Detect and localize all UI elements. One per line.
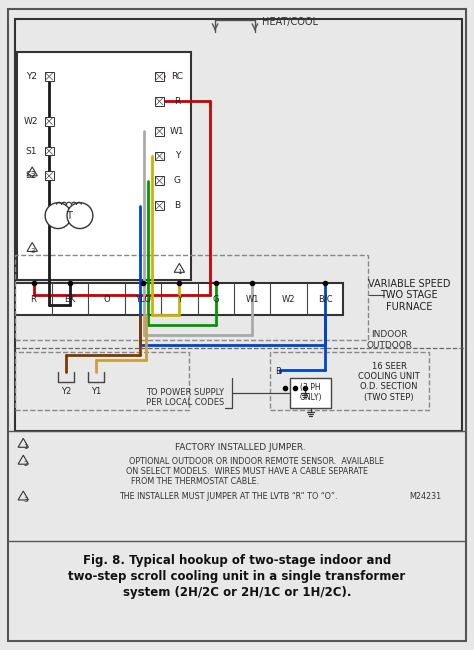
Text: FROM THE THERMOSTAT CABLE.: FROM THE THERMOSTAT CABLE. xyxy=(131,476,259,486)
Text: 1: 1 xyxy=(177,269,182,276)
Bar xyxy=(45,146,54,155)
Text: W1: W1 xyxy=(170,127,185,136)
Text: B: B xyxy=(275,367,281,376)
Text: ON SELECT MODELS.  WIRES MUST HAVE A CABLE SEPARATE: ON SELECT MODELS. WIRES MUST HAVE A CABL… xyxy=(126,467,368,476)
Text: system (2H/2C or 2H/1C or 1H/2C).: system (2H/2C or 2H/1C or 1H/2C). xyxy=(123,586,351,599)
Circle shape xyxy=(67,203,93,229)
Text: RC: RC xyxy=(172,72,183,81)
Bar xyxy=(155,72,164,81)
Text: 1: 1 xyxy=(23,445,27,450)
Text: Y1: Y1 xyxy=(91,387,101,396)
Text: INDOOR
OUTDOOR: INDOOR OUTDOOR xyxy=(366,330,412,350)
Text: two-step scroll cooling unit in a single transformer: two-step scroll cooling unit in a single… xyxy=(68,570,406,583)
Circle shape xyxy=(45,203,71,229)
Text: OPTIONAL OUTDOOR OR INDOOR REMOTE SENSOR.  AVAILABLE: OPTIONAL OUTDOOR OR INDOOR REMOTE SENSOR… xyxy=(129,457,384,465)
Text: 3: 3 xyxy=(23,497,27,503)
Text: TO POWER SUPPLY
PER LOCAL CODES: TO POWER SUPPLY PER LOCAL CODES xyxy=(146,388,224,408)
Text: G: G xyxy=(212,294,219,304)
Bar xyxy=(15,283,343,315)
Text: 3: 3 xyxy=(30,248,35,254)
Text: HEAT/COOL: HEAT/COOL xyxy=(262,17,318,27)
Text: YLO: YLO xyxy=(135,294,151,304)
Text: Y: Y xyxy=(177,294,182,304)
Bar xyxy=(45,117,54,125)
Bar xyxy=(15,255,368,340)
Text: 2: 2 xyxy=(23,462,27,467)
Text: T: T xyxy=(66,211,72,220)
Text: O: O xyxy=(103,294,110,304)
Text: R: R xyxy=(31,294,36,304)
Bar xyxy=(15,19,462,432)
Text: R: R xyxy=(174,97,181,106)
Bar xyxy=(45,172,54,180)
Text: Y: Y xyxy=(174,151,180,161)
Bar xyxy=(155,176,164,185)
Text: Y2: Y2 xyxy=(26,72,36,81)
Text: M24231: M24231 xyxy=(409,493,441,502)
Text: W2: W2 xyxy=(282,294,295,304)
Text: B/C: B/C xyxy=(318,294,332,304)
Bar xyxy=(270,352,429,410)
Bar xyxy=(290,378,331,408)
Text: BK: BK xyxy=(64,294,76,304)
Text: S1: S1 xyxy=(26,146,37,155)
Bar xyxy=(17,51,191,280)
Text: FACTORY INSTALLED JUMPER.: FACTORY INSTALLED JUMPER. xyxy=(175,443,305,452)
Text: 16 SEER
COOLING UNIT
O.D. SECTION
(TWO STEP): 16 SEER COOLING UNIT O.D. SECTION (TWO S… xyxy=(358,361,420,402)
Text: 2: 2 xyxy=(30,173,35,179)
Bar xyxy=(155,97,164,106)
Text: Fig. 8. Typical hookup of two-stage indoor and: Fig. 8. Typical hookup of two-stage indo… xyxy=(83,554,391,567)
Bar xyxy=(45,72,54,81)
Bar xyxy=(15,352,189,410)
Text: THE INSTALLER MUST JUMPER AT THE LVTB “R” TO “O”.: THE INSTALLER MUST JUMPER AT THE LVTB “R… xyxy=(119,493,337,502)
Text: G: G xyxy=(174,176,181,185)
Text: S2: S2 xyxy=(26,172,37,181)
Bar xyxy=(155,127,164,136)
Text: VARIABLE SPEED
TWO STAGE
FURNACE: VARIABLE SPEED TWO STAGE FURNACE xyxy=(368,279,450,312)
Bar xyxy=(155,151,164,161)
Text: (3 PH
ONLY): (3 PH ONLY) xyxy=(299,383,322,402)
Text: W2: W2 xyxy=(24,117,38,125)
Text: B: B xyxy=(174,202,181,210)
Text: Y2: Y2 xyxy=(61,387,71,396)
Bar xyxy=(155,202,164,210)
Text: W1: W1 xyxy=(246,294,259,304)
